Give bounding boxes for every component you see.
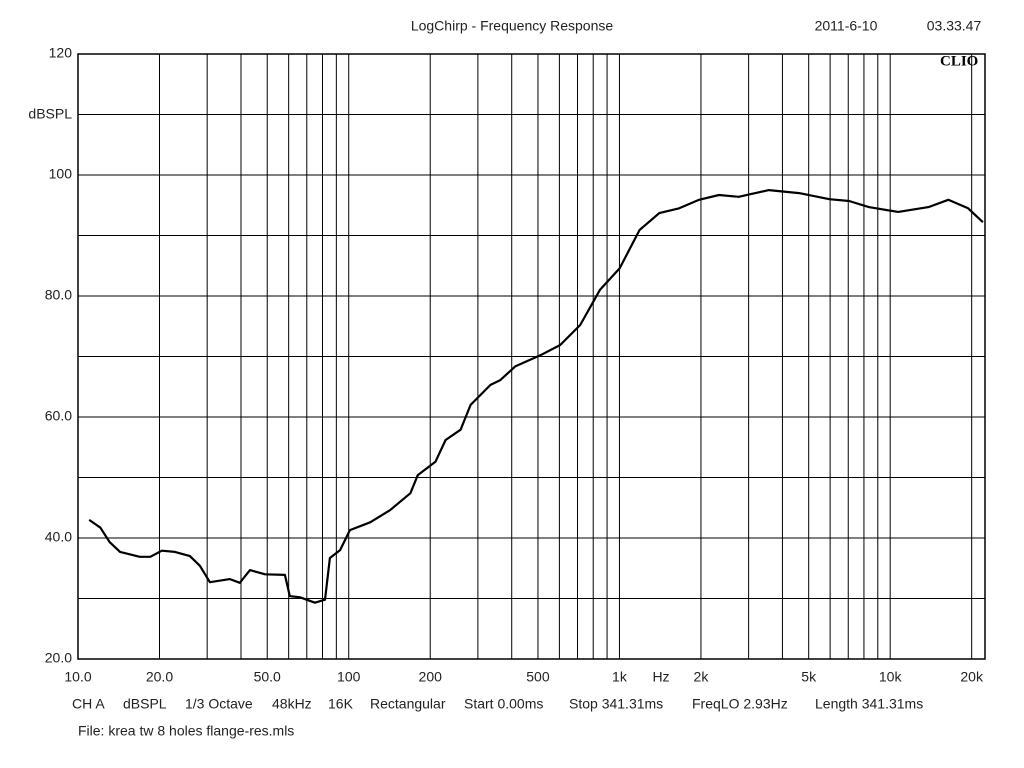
x-tick-label: 100	[337, 669, 361, 685]
x-tick-label: 500	[526, 669, 550, 685]
plot-border	[77, 53, 986, 660]
x-tick-label: 50.0	[254, 669, 281, 685]
response-line	[88, 189, 984, 604]
footer-setting: dBSPL	[123, 696, 167, 712]
footer-setting: CH A	[72, 696, 105, 712]
date: 2011-6-10	[815, 18, 878, 34]
y-tick-label: 80.0	[45, 287, 72, 303]
footer-setting: Rectangular	[370, 696, 446, 712]
footer-setting: 1/3 Octave	[185, 696, 253, 712]
footer-setting: Stop 341.31ms	[569, 696, 663, 712]
y-tick-label: 120	[49, 45, 73, 61]
file-name: File: krea tw 8 holes flange-res.mls	[78, 723, 294, 739]
x-tick-label: 20.0	[146, 669, 173, 685]
footer-setting: 48kHz	[272, 696, 312, 712]
y-tick-label: 40.0	[45, 529, 72, 545]
x-tick-label: 200	[419, 669, 443, 685]
y-axis-label: dBSPL	[28, 106, 72, 122]
footer-setting: 16K	[328, 696, 354, 712]
x-tick-label: 20k	[960, 669, 984, 685]
x-tick-label: 1k	[612, 669, 628, 685]
time: 03.33.47	[927, 18, 982, 34]
x-axis-label: Hz	[652, 669, 669, 685]
y-tick-label: 60.0	[45, 408, 72, 424]
brand: CLIO	[940, 53, 978, 69]
x-tick-label: 10k	[879, 669, 903, 685]
x-tick-label: 10.0	[64, 669, 91, 685]
y-tick-label: 100	[49, 166, 73, 182]
chart-title: LogChirp - Frequency Response	[411, 18, 614, 34]
x-tick-label: 5k	[801, 669, 817, 685]
footer-setting: Length 341.31ms	[815, 696, 923, 712]
x-tick-label: 2k	[694, 669, 710, 685]
y-tick-label: 20.0	[45, 650, 72, 666]
footer-setting: Start 0.00ms	[464, 696, 543, 712]
footer-setting: FreqLO 2.93Hz	[692, 696, 788, 712]
